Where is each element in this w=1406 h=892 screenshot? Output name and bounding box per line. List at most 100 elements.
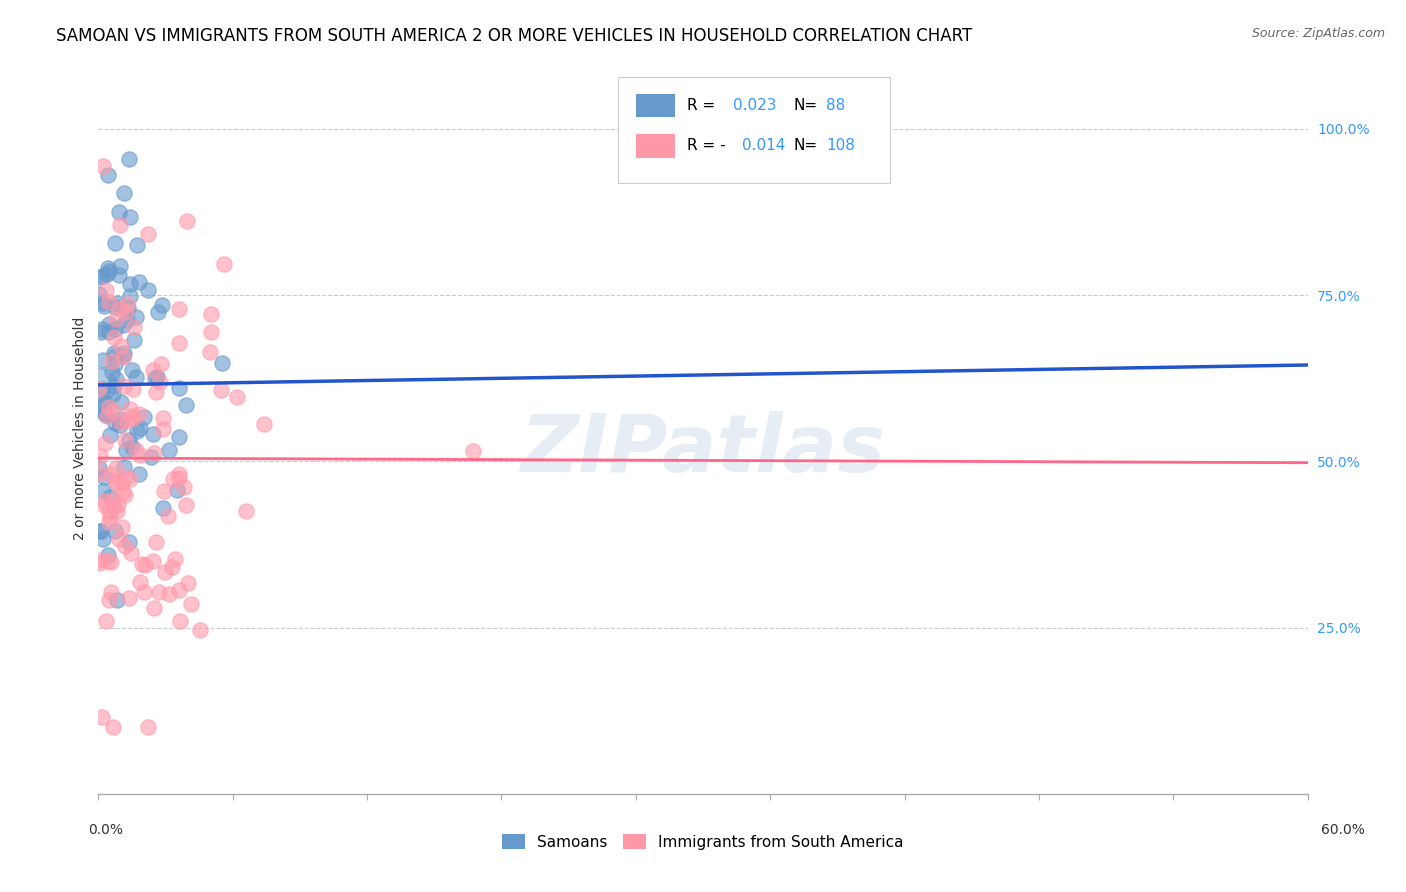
Point: [136, 720, 159, 734]
Point: [89, 270, 111, 285]
Point: [146, 304, 169, 318]
Point: [141, 450, 163, 465]
Point: [94, 395, 117, 409]
Point: [90, 524, 112, 539]
Point: [91, 484, 114, 499]
Point: [105, 296, 128, 310]
Point: [105, 504, 128, 518]
Point: [125, 442, 148, 457]
Point: [149, 376, 172, 390]
Text: 88: 88: [827, 98, 845, 113]
Point: [114, 470, 136, 484]
Point: [120, 409, 142, 423]
Text: N=: N=: [793, 98, 818, 113]
Point: [112, 349, 135, 363]
Point: [125, 310, 148, 324]
Point: [94, 614, 117, 628]
Point: [104, 300, 127, 314]
Point: [107, 268, 129, 282]
Point: [118, 152, 141, 166]
Point: [122, 320, 145, 334]
Point: [98, 510, 121, 524]
Point: [97, 260, 120, 275]
Point: [118, 211, 141, 225]
Text: Source: ZipAtlas.com: Source: ZipAtlas.com: [1251, 27, 1385, 40]
Point: [115, 305, 138, 319]
Point: [169, 301, 191, 316]
Point: [93, 404, 115, 418]
Point: [118, 472, 141, 486]
Text: R = -: R = -: [688, 138, 725, 153]
Point: [93, 470, 115, 484]
Point: [167, 471, 190, 485]
Point: [153, 565, 176, 579]
Point: [96, 409, 118, 424]
Point: [110, 259, 132, 273]
Point: [91, 710, 114, 724]
Point: [101, 403, 124, 417]
Point: [90, 322, 112, 336]
Point: [89, 286, 111, 301]
Point: [105, 592, 128, 607]
Point: [120, 288, 142, 302]
Point: [115, 414, 138, 428]
Text: 0.0%: 0.0%: [89, 823, 122, 837]
Text: N=: N=: [793, 138, 818, 153]
Point: [142, 426, 165, 441]
Point: [121, 383, 143, 397]
Point: [89, 524, 111, 538]
Point: [111, 318, 134, 333]
Text: SAMOAN VS IMMIGRANTS FROM SOUTH AMERICA 2 OR MORE VEHICLES IN HOUSEHOLD CORRELAT: SAMOAN VS IMMIGRANTS FROM SOUTH AMERICA …: [56, 27, 973, 45]
Point: [103, 329, 125, 343]
Point: [152, 411, 174, 425]
Point: [103, 379, 125, 393]
Point: [212, 257, 235, 271]
Point: [97, 318, 120, 332]
Point: [176, 214, 198, 228]
Point: [211, 356, 233, 370]
Point: [108, 412, 131, 426]
Point: [145, 535, 167, 549]
Point: [157, 443, 180, 458]
Point: [112, 345, 135, 359]
Point: [107, 497, 129, 511]
Point: [177, 576, 200, 591]
Point: [111, 476, 134, 491]
Point: [94, 398, 117, 412]
Point: [110, 339, 132, 353]
Point: [103, 387, 125, 401]
Point: [150, 298, 173, 312]
Point: [111, 484, 134, 499]
Point: [160, 559, 183, 574]
Point: [111, 520, 134, 534]
Point: [209, 383, 232, 397]
Point: [152, 422, 174, 436]
Point: [121, 411, 143, 425]
Point: [129, 448, 152, 462]
Point: [98, 593, 121, 607]
Point: [104, 524, 127, 538]
Point: [91, 533, 114, 547]
Point: [104, 322, 127, 336]
Point: [103, 493, 125, 508]
Point: [134, 585, 156, 599]
Point: [91, 382, 114, 396]
Point: [104, 349, 127, 363]
Point: [114, 540, 136, 554]
Point: [97, 548, 120, 562]
Point: [98, 263, 121, 277]
Point: [136, 227, 159, 242]
Point: [121, 363, 143, 377]
Point: [110, 395, 132, 409]
Point: [112, 186, 135, 200]
Text: 108: 108: [827, 138, 855, 153]
Point: [128, 407, 150, 421]
Point: [97, 554, 120, 568]
Point: [174, 498, 197, 512]
Point: [94, 284, 117, 298]
Point: [90, 325, 112, 339]
Point: [93, 498, 115, 512]
Legend: Samoans, Immigrants from South America: Samoans, Immigrants from South America: [496, 828, 910, 855]
Point: [100, 353, 122, 368]
Point: [91, 352, 114, 367]
